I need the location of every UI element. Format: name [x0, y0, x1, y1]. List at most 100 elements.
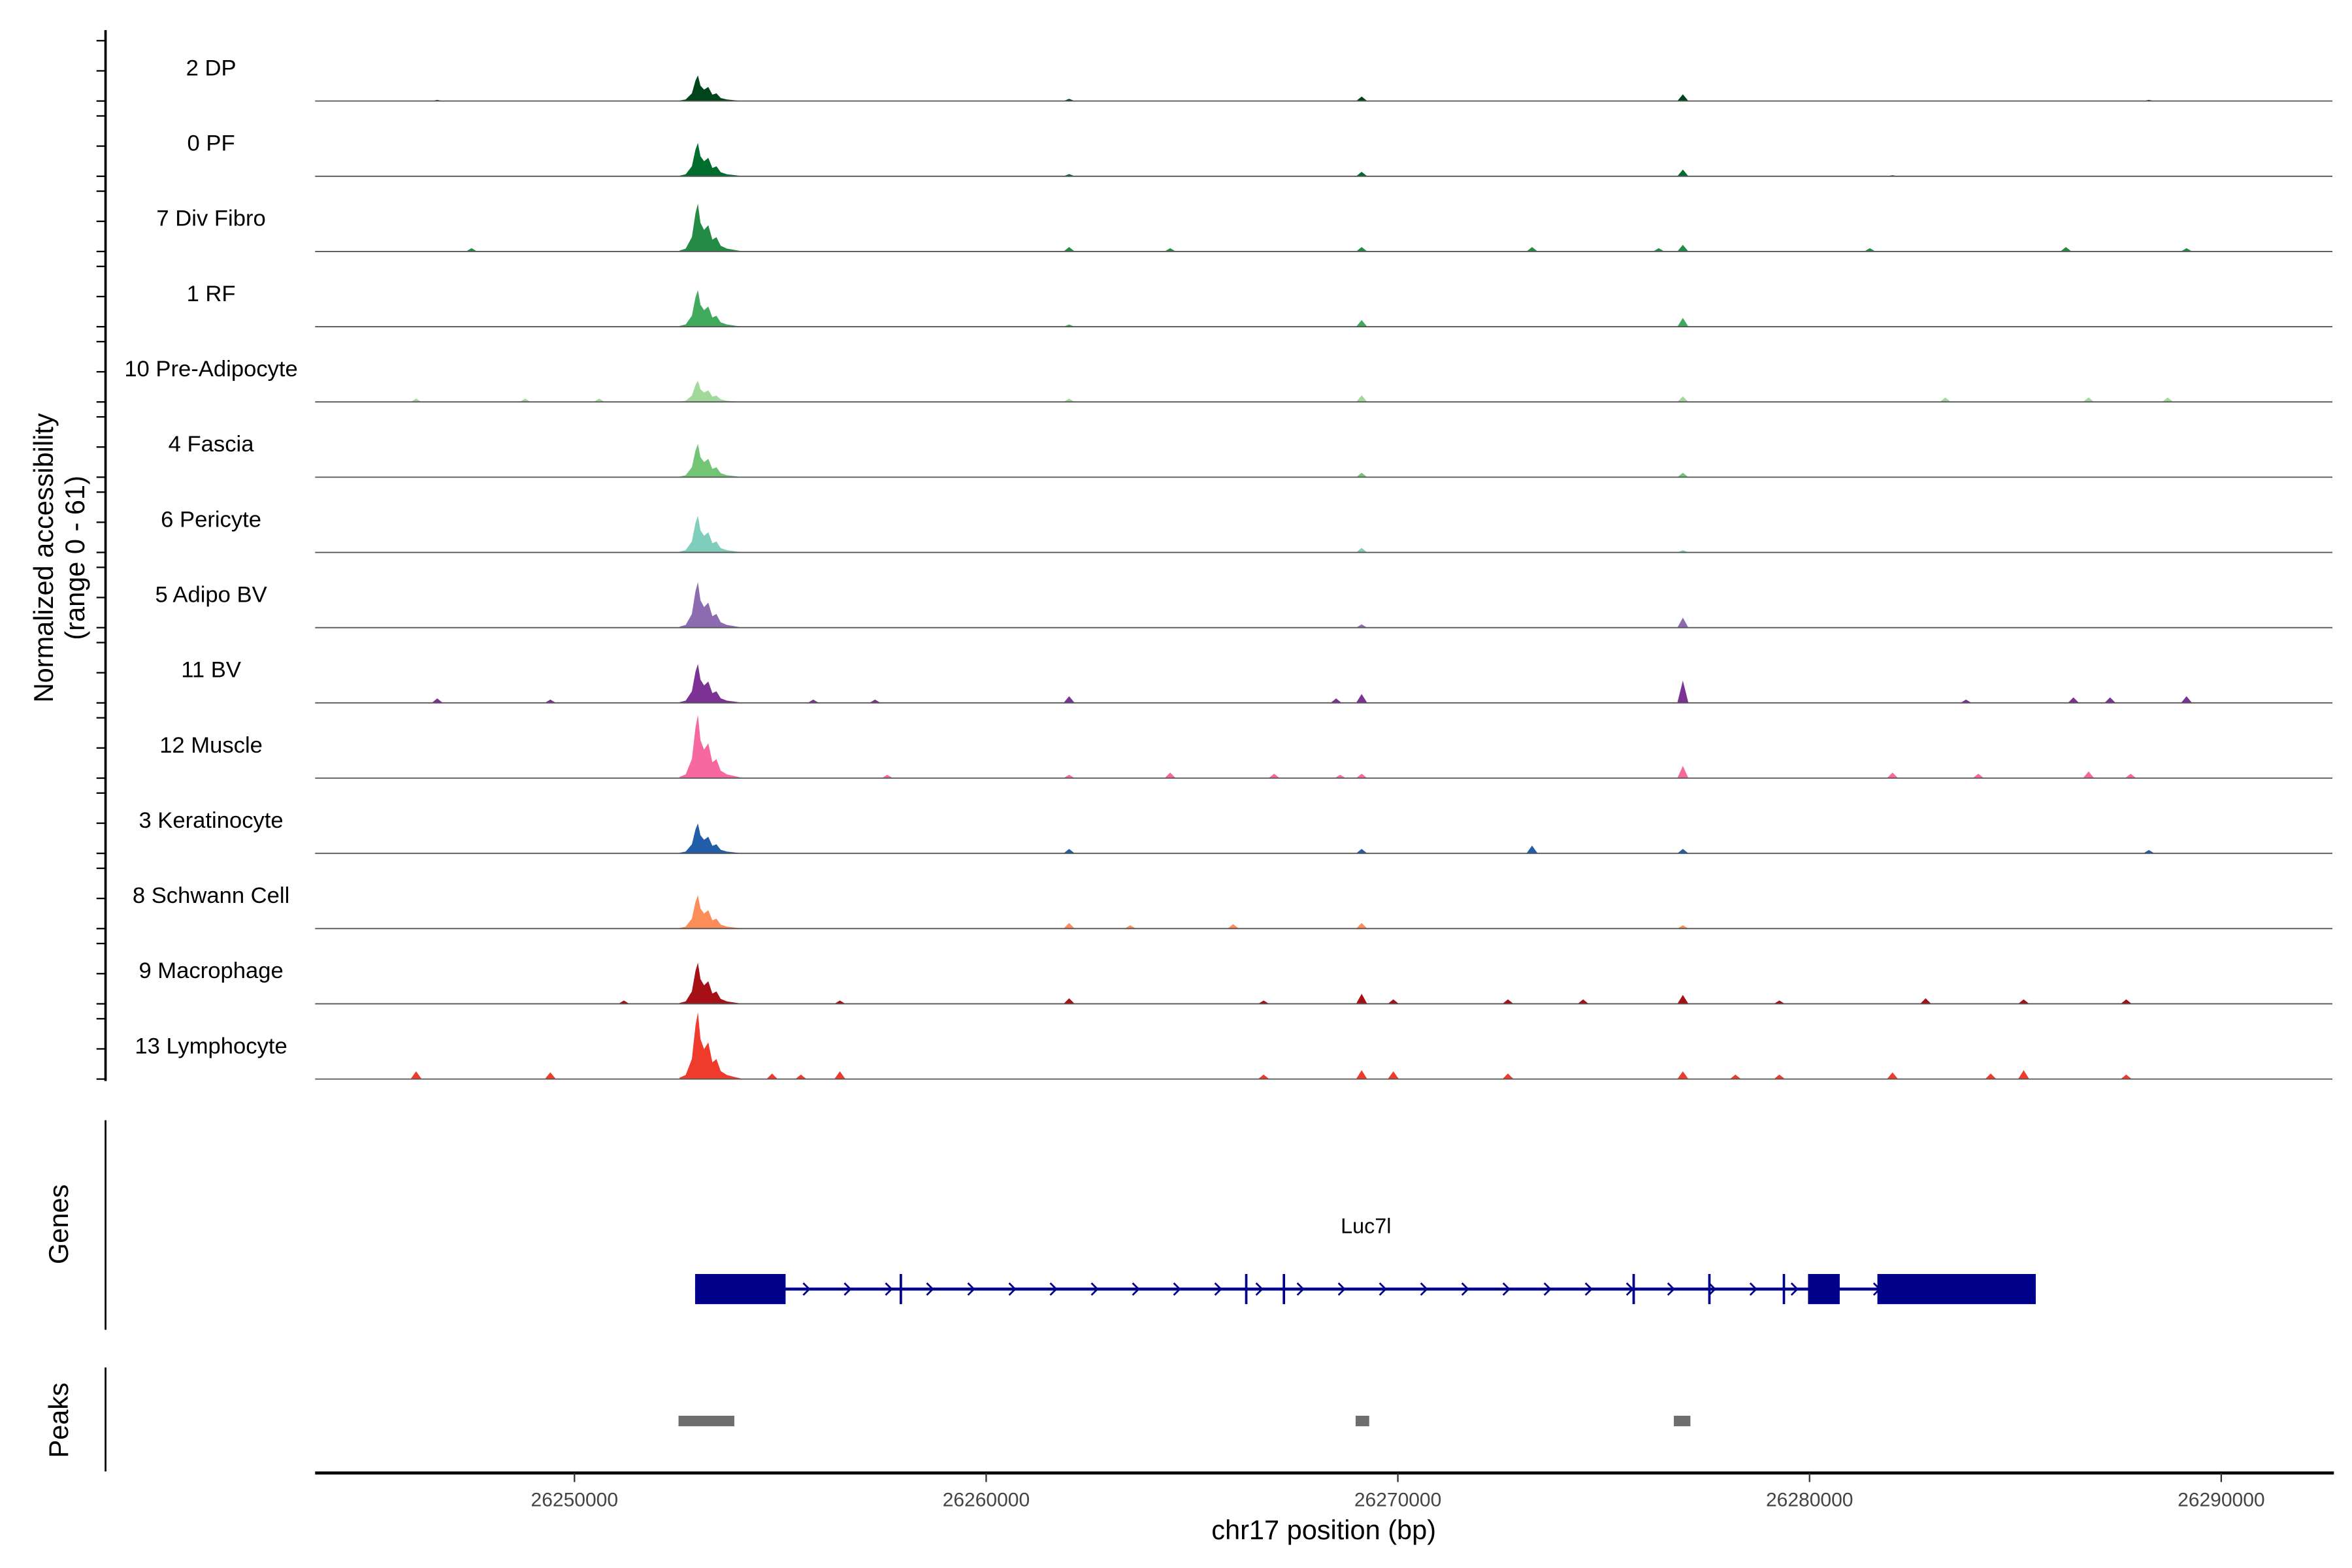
- coverage-spike: [1677, 849, 1689, 854]
- coverage-spike: [2104, 697, 2116, 703]
- coverage-spike: [2181, 248, 2193, 252]
- coverage-spike: [1677, 94, 1689, 101]
- main-peak-area: [679, 582, 743, 628]
- coverage-spike: [2120, 1074, 2132, 1079]
- strand-arrow-icon: [1461, 1282, 1469, 1296]
- coverage-spike: [1677, 472, 1689, 478]
- coverage-spike: [1677, 766, 1689, 778]
- gene-exon: [1877, 1274, 2036, 1305]
- strand-arrow-icon: [1420, 1282, 1428, 1296]
- coverage-track: 12 Muscle: [159, 715, 2332, 779]
- strand-arrow-icon: [1090, 1282, 1099, 1296]
- main-peak-area: [679, 715, 743, 778]
- coverage-spike: [1653, 248, 1665, 252]
- coverage-spike: [544, 699, 556, 703]
- track-label: 3 Keratinocyte: [139, 808, 283, 833]
- gene-exon: [1282, 1274, 1286, 1305]
- x-tick-label: 26280000: [1766, 1489, 1853, 1511]
- coverage-spike: [1939, 397, 1951, 402]
- coverage-spike: [1388, 999, 1399, 1004]
- coverage-track: 6 Pericyte: [161, 507, 2332, 553]
- coverage-spike: [1774, 1000, 1786, 1004]
- main-peak-area: [679, 664, 743, 703]
- coverage-spike: [2060, 247, 2072, 252]
- track-label: 7 Div Fibro: [156, 206, 265, 231]
- coverage-spike: [2162, 397, 2174, 402]
- peak-region: [678, 1415, 734, 1427]
- coverage-spike: [1502, 1073, 1514, 1079]
- x-axis-ticks: 26250000 26260000 26270000 26280000 26290000: [531, 1473, 2265, 1511]
- strand-arrow-icon: [1502, 1282, 1511, 1296]
- coverage-track: 9 Macrophage: [139, 958, 2332, 1005]
- main-peak-area: [679, 290, 743, 327]
- x-tick-label: 26270000: [1354, 1489, 1441, 1511]
- strand-arrow-icon: [1214, 1282, 1222, 1296]
- genes-panel: Genes Luc7l: [43, 1120, 2036, 1330]
- main-peak-area: [679, 895, 743, 929]
- main-peak-area: [679, 962, 743, 1004]
- strand-arrow-icon: [1790, 1282, 1799, 1296]
- coverage-track: 4 Fascia: [169, 432, 2332, 478]
- coverage-spike: [1356, 247, 1367, 252]
- coverage-spike: [1356, 774, 1367, 778]
- coverage-spike: [1677, 396, 1689, 402]
- strand-arrow-icon: [1173, 1282, 1181, 1296]
- coverage-spike: [1356, 923, 1367, 929]
- strand-arrow-icon: [1543, 1282, 1552, 1296]
- coverage-spike: [1502, 999, 1514, 1004]
- coverage-spike: [1526, 845, 1538, 854]
- main-peak-area: [679, 515, 743, 553]
- coverage-track: 0 PF: [188, 131, 2332, 177]
- coverage-spike: [544, 1072, 556, 1079]
- genes-panel-label: Genes: [43, 1184, 74, 1264]
- coverage-spike: [1228, 924, 1239, 929]
- main-peak-area: [679, 380, 743, 402]
- coverage-spike: [2120, 999, 2132, 1004]
- coverage-spike: [1677, 1071, 1689, 1079]
- coverage-spike: [2017, 1070, 2029, 1079]
- coverage-track: 10 Pre-Adipocyte: [124, 357, 2332, 403]
- peaks-panel: Peaks: [43, 1367, 1691, 1472]
- coverage-spike: [1677, 617, 1689, 628]
- coverage-spike: [2017, 999, 2029, 1004]
- coverage-spike: [1164, 772, 1176, 778]
- gene-exon: [1782, 1274, 1786, 1305]
- track-label: 10 Pre-Adipocyte: [124, 357, 298, 382]
- gene-exon: [694, 1274, 786, 1305]
- coverage-spike: [1356, 547, 1367, 553]
- track-label: 9 Macrophage: [139, 958, 283, 983]
- coverage-spike: [1063, 247, 1075, 252]
- strand-arrow-icon: [885, 1282, 893, 1296]
- coverage-spike: [1677, 680, 1689, 703]
- coverage-spike: [1356, 395, 1367, 402]
- coverage-spike: [2181, 696, 2193, 703]
- coverage-spike: [1356, 694, 1367, 703]
- coverage-spike: [1356, 849, 1367, 854]
- main-peak-area: [679, 75, 743, 101]
- coverage-spike: [1258, 1074, 1269, 1079]
- coverage-spike: [1334, 774, 1346, 778]
- track-label: 8 Schwann Cell: [133, 883, 289, 908]
- track-label: 1 RF: [187, 282, 236, 306]
- strand-arrow-icon: [1379, 1282, 1387, 1296]
- coverage-spike: [1774, 1074, 1786, 1079]
- coverage-spike: [1677, 925, 1689, 929]
- coverage-spike: [869, 699, 881, 703]
- coverage-spike: [410, 1071, 422, 1079]
- coverage-spike: [1677, 244, 1689, 252]
- coverage-spike: [2068, 697, 2080, 703]
- coverage-spike: [1526, 247, 1538, 252]
- coverage-spike: [1063, 774, 1075, 778]
- strand-arrow-icon: [843, 1282, 852, 1296]
- coverage-spike: [410, 399, 422, 402]
- coverage-track: 11 BV: [181, 658, 2332, 704]
- gene-model-luc7l[interactable]: [694, 1274, 2036, 1305]
- coverage-spike: [1677, 994, 1689, 1004]
- coverage-spike: [466, 248, 478, 252]
- coverage-spike: [2125, 774, 2136, 778]
- strand-arrow-icon: [802, 1282, 811, 1296]
- track-label: 6 Pericyte: [161, 507, 261, 532]
- coverage-spike: [808, 699, 819, 703]
- coverage-spike: [1258, 1000, 1269, 1004]
- coverage-spike: [1972, 774, 1984, 778]
